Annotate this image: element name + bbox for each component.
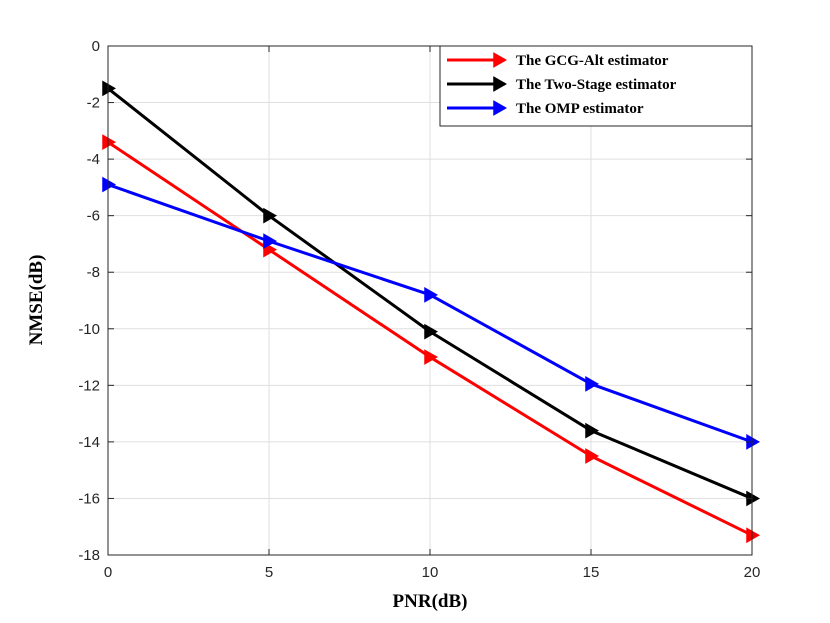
y-tick-label: -12 <box>78 377 100 394</box>
x-tick-label: 5 <box>265 564 273 581</box>
data-point-marker <box>102 134 117 151</box>
legend-label: The Two-Stage estimator <box>516 77 677 93</box>
y-axis-tick-labels: 0 -2 -4 -6 -8 -10 -12 -14 -16 -18 <box>78 38 100 564</box>
data-point-marker <box>263 233 278 249</box>
y-tick-label: -8 <box>87 264 100 281</box>
legend-label: The OMP estimator <box>516 101 644 117</box>
data-series <box>102 80 761 544</box>
series-1 <box>102 134 761 544</box>
y-tick-label: -10 <box>78 321 100 338</box>
data-point-marker <box>585 376 600 392</box>
data-point-marker <box>585 422 600 439</box>
data-point-marker <box>746 527 761 544</box>
series-2 <box>102 80 761 507</box>
y-tick-label: -16 <box>78 490 100 507</box>
data-point-marker <box>263 207 278 224</box>
data-point-marker <box>102 176 117 193</box>
legend-entry: The OMP estimator <box>447 100 644 117</box>
data-point-marker <box>424 323 439 340</box>
legend-swatch-marker <box>493 100 508 116</box>
x-tick-label: 10 <box>422 564 439 581</box>
data-point-marker <box>102 80 117 97</box>
legend-swatch-marker <box>493 52 508 68</box>
y-tick-label: -2 <box>87 95 100 112</box>
y-tick-label: -6 <box>87 208 100 225</box>
data-point-marker <box>424 286 439 303</box>
y-tick-label: -4 <box>87 151 100 168</box>
series-3 <box>102 176 761 450</box>
x-tick-label: 15 <box>583 564 600 581</box>
data-point-marker <box>424 349 439 365</box>
legend-entries: The GCG-Alt estimator The Two-Stage estim… <box>447 52 677 117</box>
x-tick-label: 0 <box>104 564 112 581</box>
legend: The GCG-Alt estimator The Two-Stage estim… <box>439 45 753 127</box>
legend-label: The GCG-Alt estimator <box>516 53 669 69</box>
data-point-marker <box>585 448 600 464</box>
y-axis-title: NMSE(dB) <box>26 255 47 346</box>
y-tick-label: -14 <box>78 434 100 451</box>
x-axis-tick-labels: 0 5 10 15 20 <box>104 564 761 581</box>
legend-entry: The Two-Stage estimator <box>447 76 677 93</box>
x-tick-label: 20 <box>744 564 761 581</box>
y-tick-label: 0 <box>92 38 100 55</box>
y-tick-label: -18 <box>78 547 100 564</box>
legend-entry: The GCG-Alt estimator <box>447 52 669 69</box>
x-axis-title: PNR(dB) <box>393 591 468 612</box>
legend-swatch-marker <box>493 76 508 92</box>
